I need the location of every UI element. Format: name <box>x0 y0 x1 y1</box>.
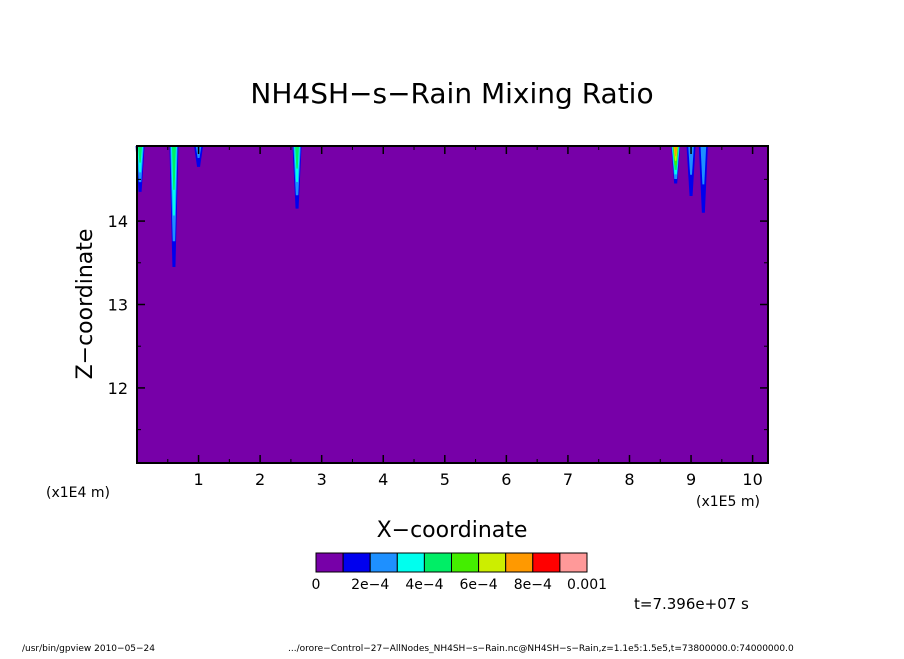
x-axis-title: X−coordinate <box>377 518 528 543</box>
x-tick-label: 8 <box>624 470 634 489</box>
x-tick-label: 7 <box>563 470 573 489</box>
x-axis: 1 2 3 4 5 6 7 8 9 10 <box>167 146 763 489</box>
colorbar-segment <box>423 552 452 573</box>
footer-left: /usr/bin/gpview 2010−05−24 <box>22 644 155 654</box>
x-tick-label: 2 <box>255 470 265 489</box>
colorbar-segment <box>369 552 398 573</box>
colorbar-label: 0.001 <box>567 577 607 593</box>
colorbar-segment <box>478 552 507 573</box>
y-tick-label: 12 <box>108 379 128 398</box>
time-label: t=7.396e+07 s <box>634 595 749 613</box>
contour-level <box>674 146 678 157</box>
x-tick-label: 5 <box>440 470 450 489</box>
colorbar: 0 2e−4 4e−4 6e−4 8e−4 0.001 <box>312 552 607 593</box>
chart-title: NH4SH−s−Rain Mixing Ratio <box>250 77 653 110</box>
colorbar-segment <box>505 552 534 573</box>
colorbar-segment <box>532 552 561 573</box>
colorbar-label: 4e−4 <box>405 577 443 593</box>
colorbar-label: 6e−4 <box>460 577 498 593</box>
x-unit-label: (x1E5 m) <box>696 494 760 510</box>
plot-area <box>137 146 768 463</box>
colorbar-label: 2e−4 <box>351 577 389 593</box>
y-unit-label: (x1E4 m) <box>46 485 110 501</box>
x-tick-label: 1 <box>193 470 203 489</box>
colorbar-segment <box>342 552 371 573</box>
colorbar-label: 8e−4 <box>514 577 552 593</box>
contour-level <box>138 146 143 163</box>
colorbar-label: 0 <box>312 577 321 593</box>
footer-right: .../orore−Control−27−AllNodes_NH4SH−s−Ra… <box>288 644 794 654</box>
x-tick-label: 9 <box>686 470 696 489</box>
y-axis-title: Z−coordinate <box>73 229 98 380</box>
contour-level <box>688 146 694 175</box>
contour-features <box>135 146 708 267</box>
colorbar-segment <box>451 552 480 573</box>
colorbar-segment <box>315 552 344 573</box>
y-axis: 12 13 14 <box>108 178 768 431</box>
colorbar-segment <box>559 552 588 573</box>
y-tick-label: 13 <box>108 296 128 315</box>
x-tick-label: 4 <box>378 470 388 489</box>
y-tick-label: 14 <box>108 212 128 231</box>
x-tick-label: 3 <box>317 470 327 489</box>
colorbar-segment <box>396 552 425 573</box>
contour-level <box>700 146 707 185</box>
x-tick-label: 6 <box>501 470 511 489</box>
contour-level <box>295 146 300 169</box>
contour-level <box>171 146 176 190</box>
x-tick-label: 10 <box>742 470 762 489</box>
